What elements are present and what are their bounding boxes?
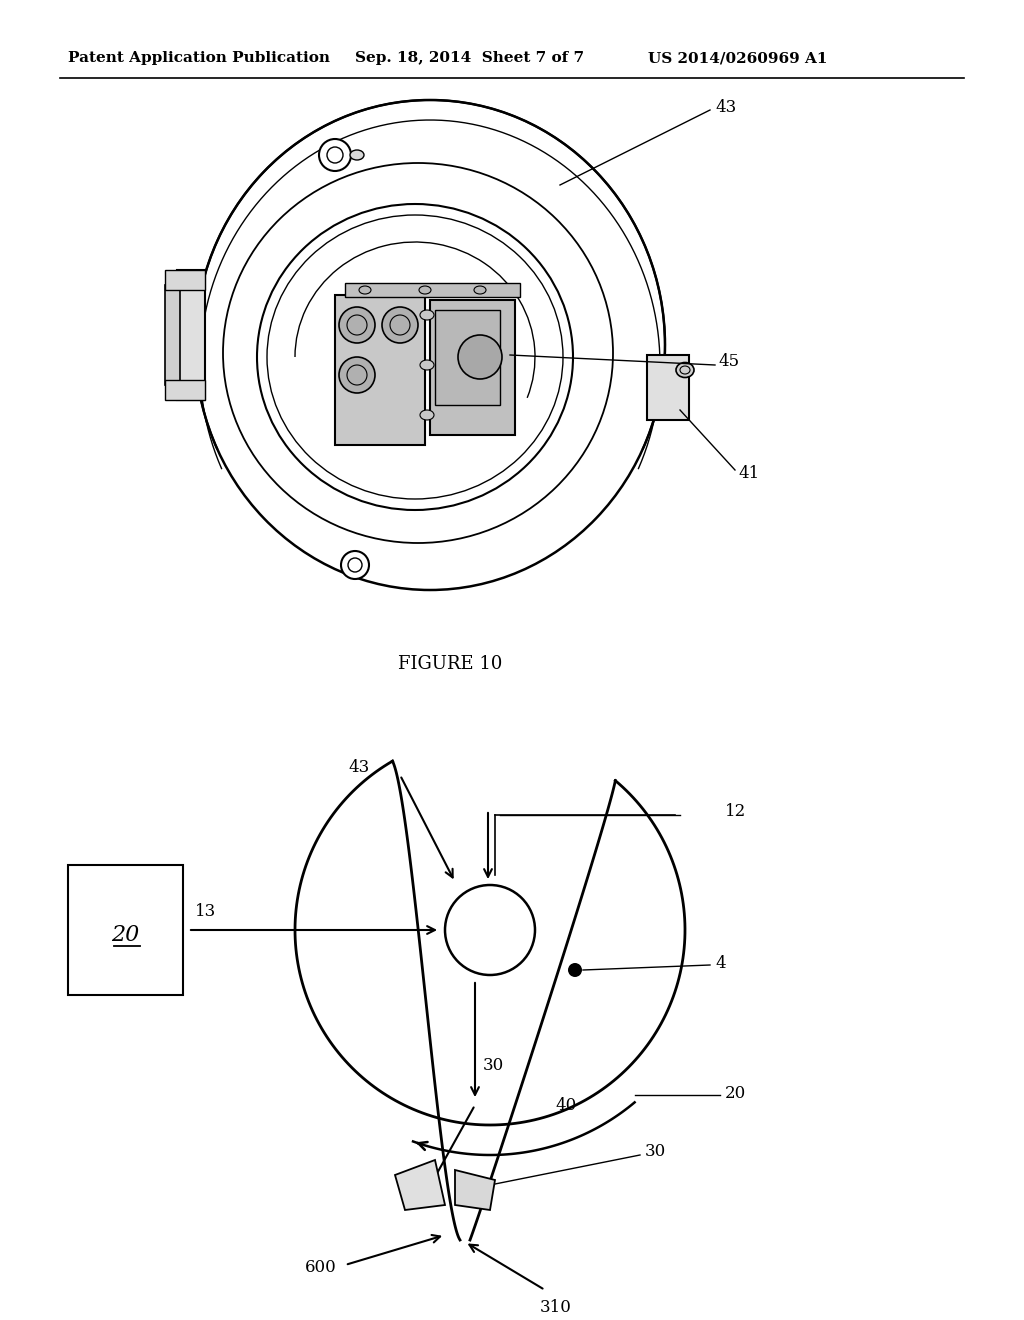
Ellipse shape <box>474 286 486 294</box>
Text: 43: 43 <box>715 99 736 116</box>
Text: 30: 30 <box>645 1143 667 1160</box>
Circle shape <box>445 884 535 975</box>
Ellipse shape <box>420 411 434 420</box>
Circle shape <box>339 308 375 343</box>
Text: 40: 40 <box>555 1097 577 1114</box>
FancyBboxPatch shape <box>430 300 515 436</box>
FancyBboxPatch shape <box>165 271 205 290</box>
Ellipse shape <box>420 360 434 370</box>
Ellipse shape <box>257 205 573 510</box>
Circle shape <box>382 308 418 343</box>
FancyBboxPatch shape <box>647 355 689 420</box>
Text: 600: 600 <box>305 1259 337 1276</box>
FancyBboxPatch shape <box>435 310 500 405</box>
Polygon shape <box>455 1170 495 1210</box>
Text: Patent Application Publication: Patent Application Publication <box>68 51 330 65</box>
Ellipse shape <box>419 286 431 294</box>
Text: 43: 43 <box>349 759 370 776</box>
Text: 13: 13 <box>195 903 216 920</box>
FancyBboxPatch shape <box>335 294 425 445</box>
Text: 310: 310 <box>540 1299 571 1316</box>
Circle shape <box>341 550 369 579</box>
Polygon shape <box>395 1160 445 1210</box>
Text: 45: 45 <box>718 354 739 371</box>
Text: US 2014/0260969 A1: US 2014/0260969 A1 <box>648 51 827 65</box>
Circle shape <box>339 356 375 393</box>
Text: 20: 20 <box>112 924 139 946</box>
FancyBboxPatch shape <box>165 285 180 385</box>
Ellipse shape <box>676 363 694 378</box>
Circle shape <box>319 139 351 172</box>
Text: 20: 20 <box>725 1085 746 1101</box>
FancyBboxPatch shape <box>177 271 205 400</box>
Ellipse shape <box>267 215 563 499</box>
Circle shape <box>568 964 582 977</box>
Text: FIGURE 10: FIGURE 10 <box>397 655 502 673</box>
Ellipse shape <box>350 150 364 160</box>
Bar <box>345 282 520 297</box>
Text: Sep. 18, 2014  Sheet 7 of 7: Sep. 18, 2014 Sheet 7 of 7 <box>355 51 584 65</box>
Text: 4: 4 <box>715 954 726 972</box>
FancyBboxPatch shape <box>165 380 205 400</box>
Ellipse shape <box>359 286 371 294</box>
Text: 30: 30 <box>483 1056 504 1073</box>
Circle shape <box>458 335 502 379</box>
Text: 12: 12 <box>725 804 746 821</box>
Ellipse shape <box>420 310 434 319</box>
Text: 41: 41 <box>738 465 759 482</box>
